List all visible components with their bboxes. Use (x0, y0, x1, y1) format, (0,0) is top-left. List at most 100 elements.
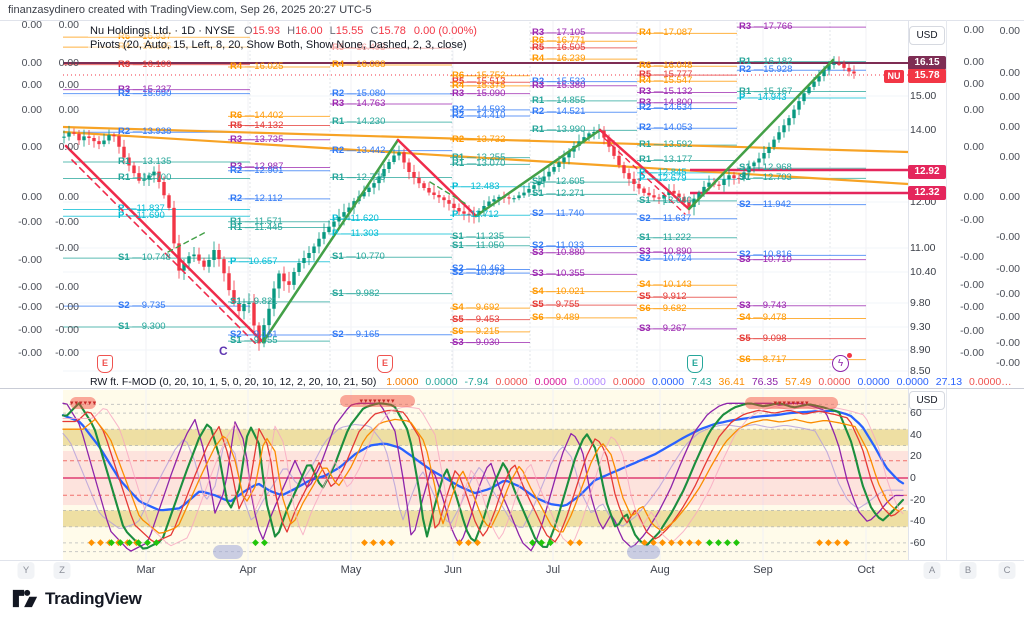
indicator-zero-value: -0.00 (960, 214, 984, 226)
signal-diamond-icon: ◆ (117, 537, 124, 547)
pivot-level-label: S6 —9.489 (532, 311, 580, 323)
time-axis-month-label[interactable]: May (340, 564, 362, 576)
signal-diamond-icon: ◆ (695, 537, 702, 547)
oscillator-title[interactable]: RW ft. F-MOD (0, 20, 10, 1, 5, 0, 20, 10… (90, 376, 377, 388)
indicator-zero-value: -0.00 (960, 347, 984, 359)
time-axis-month-label[interactable]: Jul (545, 564, 561, 576)
pivot-level-label: S1 —10.770 (332, 251, 385, 263)
tradingview-logo-icon (12, 589, 38, 608)
indicator-zero-value: -0.00 (18, 254, 42, 266)
signal-diamond-icon: ◆ (538, 537, 545, 547)
time-axis-button-c[interactable]: C (998, 562, 1016, 579)
price-axis-label: 9.30 (910, 321, 931, 333)
pivot-level-label: R2 —13.938 (118, 126, 172, 138)
time-axis-month-label[interactable]: Apr (239, 564, 257, 576)
pivot-level-label: R3 —17.766 (739, 21, 793, 33)
oscillator-value: 0.0000 (612, 376, 645, 388)
pivot-level-label: R1 —16.182 (739, 55, 793, 67)
price-badge: 15.78 (908, 69, 946, 83)
oscillator-axis-label: -40 (910, 515, 926, 527)
price-axis-border (908, 20, 909, 580)
time-axis-button-z[interactable]: Z (53, 562, 71, 579)
pivot-level-label: R6 —16.048 (639, 60, 693, 72)
time-axis-button-b[interactable]: B (959, 562, 977, 579)
indicator-zero-value: 0.00 (963, 141, 984, 153)
oscillator-value: 0.0000 (534, 376, 567, 388)
signal-diamond-icon: ◆ (576, 537, 583, 547)
price-badge: 12.92 (908, 165, 946, 179)
pivot-level-label: R3 —12.987 (230, 161, 284, 173)
signal-diamond-icon: ◆ (370, 537, 377, 547)
time-axis[interactable]: Y Z A B C Mar Apr May Jun Jul Aug Sep Oct (0, 561, 1024, 580)
oscillator-value: 0.0000 (818, 376, 851, 388)
price-axis-label: 11.00 (910, 242, 936, 254)
time-axis-month-label[interactable]: Oct (857, 564, 875, 576)
pivot-level-label: R4 —16.239 (532, 53, 586, 65)
pivot-level-label: P —11.620 (332, 213, 379, 225)
time-axis-month-label[interactable]: Jun (444, 564, 462, 576)
signal-diamond-icon: ◆ (843, 537, 850, 547)
currency-chip-lower[interactable]: USD (909, 391, 945, 410)
time-axis-month-label[interactable]: Aug (650, 564, 670, 576)
pivot-level-label: R6 —14.402 (230, 110, 284, 122)
pivot-level-label: P —12.679 (639, 173, 687, 185)
right-panel-border (946, 20, 947, 580)
oscillator-value: 0.0000 (495, 376, 528, 388)
price-axis-label: 8.90 (910, 344, 931, 356)
oscillator-value: 36.41 (718, 376, 745, 388)
pivots-settings: Pivots (20, Auto, 15, Left, 8, 20, Show … (90, 39, 467, 51)
time-axis-button-a[interactable]: A (923, 562, 941, 579)
pivot-level-label: R4 —17.087 (639, 27, 693, 39)
oscillator-value: 0.0000 (573, 376, 606, 388)
indicator-zero-value: -0.00 (960, 325, 984, 337)
signal-diamond-icon: ◆ (547, 537, 554, 547)
time-axis-button-y[interactable]: Y (17, 562, 35, 579)
time-axis-month-label[interactable]: Sep (753, 564, 773, 576)
time-axis-month-label[interactable]: Mar (136, 564, 156, 576)
indicator-zero-value: 0.00 (21, 191, 42, 203)
indicator-zero-value: -0.00 (996, 311, 1020, 323)
high-label: H (287, 25, 296, 37)
zigzag-trend-line (396, 138, 478, 218)
signal-diamond-icon: ◆ (361, 537, 368, 547)
attribution-text: finanzasydinero created with TradingView… (8, 4, 372, 16)
symbol-legend-row[interactable]: Nu Holdings Ltd. · 1D · NYSE O15.93 H16.… (88, 25, 479, 37)
signal-diamond-icon: ◆ (108, 537, 115, 547)
pivot-level-label: R1 —13.070 (452, 158, 506, 170)
signal-diamond-icon: ◆ (135, 537, 142, 547)
pivot-level-label: S1 —11.222 (639, 231, 692, 243)
indicator-zero-value: 0.00 (58, 57, 79, 69)
pivot-level-label: S2 —10.816 (739, 249, 792, 261)
price-badge: 12.32 (908, 186, 946, 200)
pivot-level-label: P —14.943 (739, 91, 787, 103)
indicator-zero-value: -0.00 (55, 242, 79, 254)
signal-diamond-icon: ◆ (677, 537, 684, 547)
lightning-badge-icon: ϟ (832, 355, 849, 372)
symbol-title[interactable]: Nu Holdings Ltd. · 1D · NYSE (90, 25, 235, 37)
indicator-zero-value: 0.00 (21, 57, 42, 69)
signal-diamond-icon: ◆ (668, 537, 675, 547)
pivots-indicator-legend[interactable]: Pivots (20, Auto, 15, Left, 8, 20, Show … (88, 39, 469, 51)
pivot-level-label: S1 —11.050 (452, 239, 505, 251)
oscillator-value: 1.0000 (386, 376, 419, 388)
oscillator-legend-row[interactable]: RW ft. F-MOD (0, 20, 10, 1, 5, 0, 20, 10… (88, 376, 1014, 388)
signal-diamond-icon: ◆ (379, 537, 386, 547)
indicator-zero-value: 0.00 (58, 141, 79, 153)
pivot-level-label: S5 —9.912 (639, 291, 687, 303)
indicator-zero-value: -0.00 (18, 301, 42, 313)
signal-diamond-icon: ◆ (153, 537, 160, 547)
signal-diamond-icon: ◆ (567, 537, 574, 547)
zigzag-trend-line (603, 137, 686, 215)
signal-diamond-icon: ◆ (106, 537, 113, 547)
pivot-level-label: R2 —14.053 (639, 122, 693, 134)
pivot-level-label: S4 —9.478 (739, 312, 787, 324)
signal-diamond-icon: ◆ (465, 537, 472, 547)
oscillator-line-purple (62, 402, 904, 552)
pivot-level-label: S5 —9.453 (452, 313, 500, 325)
oscillator-band (63, 510, 908, 527)
zigzag-trend-line (167, 231, 207, 253)
tradingview-logo[interactable]: TradingView (12, 588, 142, 609)
pivot-level-label: R3 —16.100 (118, 58, 172, 70)
currency-chip-main[interactable]: USD (909, 26, 945, 45)
signal-diamond-icon: ◆ (388, 537, 395, 547)
